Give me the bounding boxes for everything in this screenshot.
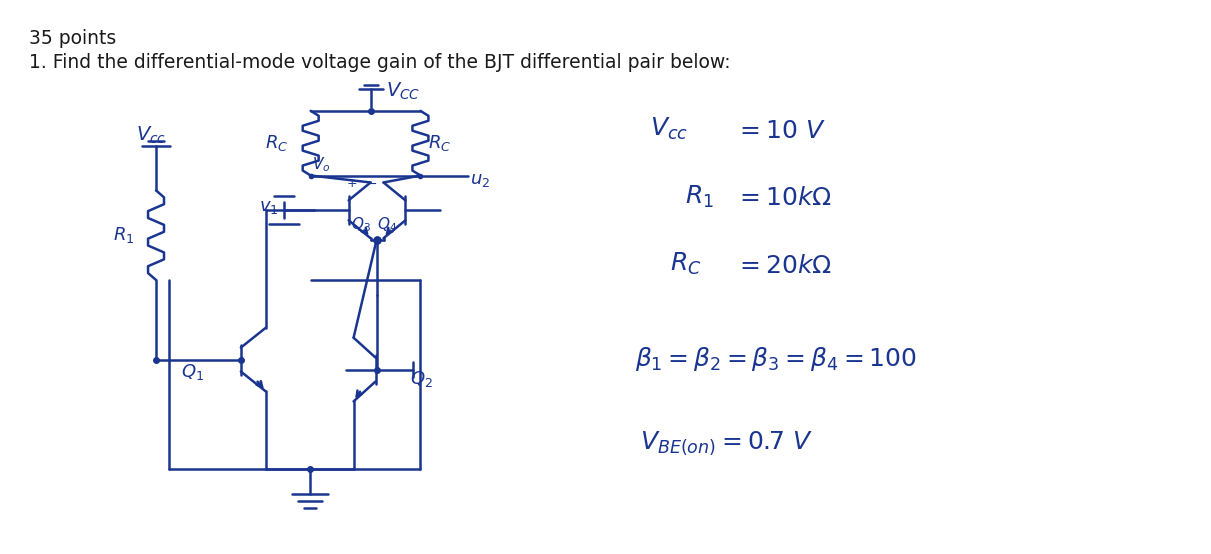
Text: 1. Find the differential-mode voltage gain of the BJT differential pair below:: 1. Find the differential-mode voltage ga… — [29, 53, 731, 72]
Text: 35 points: 35 points — [29, 29, 116, 48]
Text: $-$: $-$ — [366, 177, 377, 190]
Text: $R_1$: $R_1$ — [684, 183, 713, 209]
Text: $V_{CC}$: $V_{CC}$ — [385, 81, 420, 102]
Text: $\beta_1 {=} \beta_2 {=} \beta_3 {=} \beta_4 {=} 100$: $\beta_1 {=} \beta_2 {=} \beta_3 {=} \be… — [635, 345, 917, 373]
Text: $Q_4$: $Q_4$ — [378, 216, 397, 234]
Text: $= 20k\Omega$: $= 20k\Omega$ — [735, 255, 832, 278]
Text: $V_{cc}$: $V_{cc}$ — [136, 124, 166, 146]
Text: $= 10k\Omega$: $= 10k\Omega$ — [735, 187, 832, 211]
Text: $= 10\ V$: $= 10\ V$ — [735, 120, 826, 143]
Text: $Q_2$: $Q_2$ — [411, 370, 434, 389]
Text: $v_1$: $v_1$ — [259, 198, 279, 217]
Text: $V_{BE(on)} = 0.7\ V$: $V_{BE(on)} = 0.7\ V$ — [639, 429, 814, 456]
Text: $+$: $+$ — [346, 177, 357, 190]
Text: $R_C$: $R_C$ — [429, 132, 452, 153]
Text: $V_o$: $V_o$ — [312, 155, 331, 173]
Text: $u_2$: $u_2$ — [470, 172, 490, 189]
Text: $R_1$: $R_1$ — [113, 225, 134, 245]
Text: $Q_1$: $Q_1$ — [180, 362, 203, 382]
Text: $R_C$: $R_C$ — [265, 132, 288, 153]
Text: $V_{cc}$: $V_{cc}$ — [650, 116, 688, 142]
Text: $Q_3$: $Q_3$ — [351, 216, 371, 234]
Text: $R_C$: $R_C$ — [670, 251, 701, 278]
